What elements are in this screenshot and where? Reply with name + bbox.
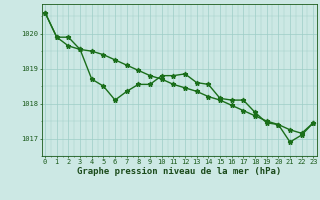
X-axis label: Graphe pression niveau de la mer (hPa): Graphe pression niveau de la mer (hPa) — [77, 167, 281, 176]
